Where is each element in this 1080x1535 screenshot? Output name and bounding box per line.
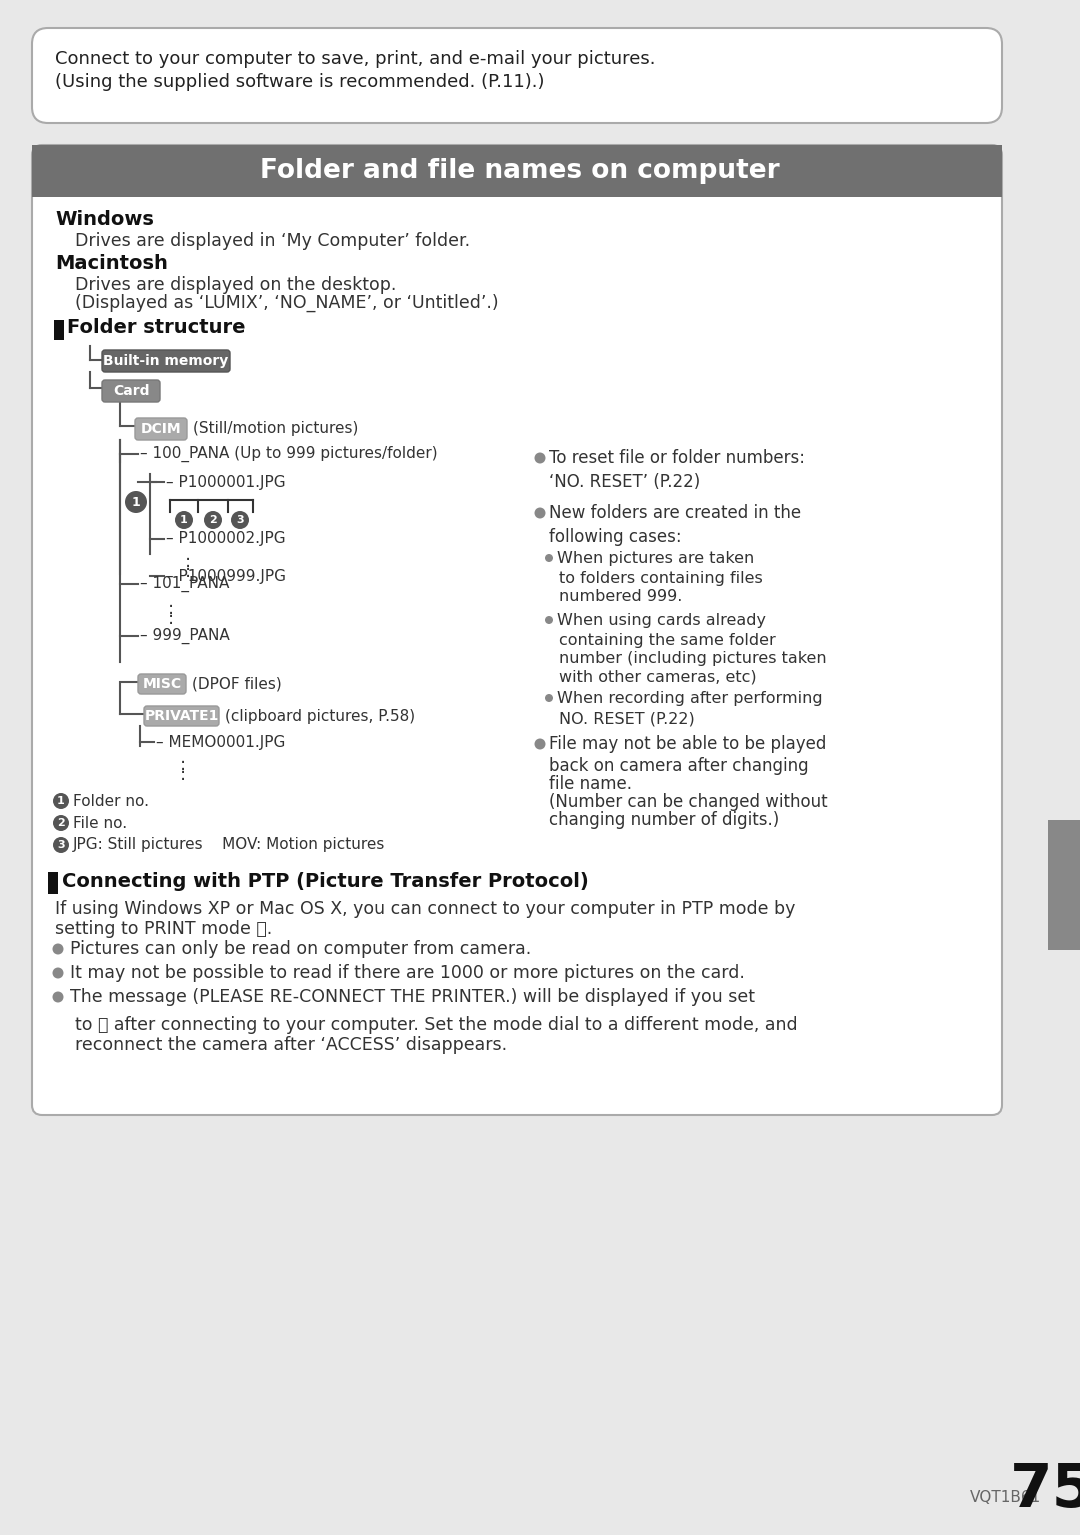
Circle shape xyxy=(53,967,64,978)
Text: Folder no.: Folder no. xyxy=(73,794,149,809)
Text: to folders containing files: to folders containing files xyxy=(559,571,762,586)
Text: File no.: File no. xyxy=(73,815,127,830)
Bar xyxy=(54,319,64,339)
Circle shape xyxy=(545,554,553,562)
Circle shape xyxy=(53,837,69,853)
Text: 75: 75 xyxy=(1010,1460,1080,1520)
Circle shape xyxy=(545,694,553,701)
Text: 3: 3 xyxy=(57,840,65,850)
Text: containing the same folder: containing the same folder xyxy=(559,632,775,648)
Text: JPG: Still pictures    MOV: Motion pictures: JPG: Still pictures MOV: Motion pictures xyxy=(73,838,386,852)
Text: :: : xyxy=(168,600,174,619)
Circle shape xyxy=(53,815,69,830)
FancyBboxPatch shape xyxy=(102,381,160,402)
Circle shape xyxy=(53,992,64,1002)
Text: – 100_PANA (Up to 999 pictures/folder): – 100_PANA (Up to 999 pictures/folder) xyxy=(140,445,437,462)
Circle shape xyxy=(535,738,545,749)
Circle shape xyxy=(125,491,147,513)
Circle shape xyxy=(53,944,64,955)
Text: :: : xyxy=(180,766,186,784)
Text: 3: 3 xyxy=(237,516,244,525)
Text: – P1000999.JPG: – P1000999.JPG xyxy=(166,568,286,583)
Text: 2: 2 xyxy=(210,516,217,525)
Text: DCIM: DCIM xyxy=(140,422,181,436)
Text: (DPOF files): (DPOF files) xyxy=(192,677,282,691)
Text: When recording after performing: When recording after performing xyxy=(557,691,823,706)
Text: Windows: Windows xyxy=(55,210,153,229)
Text: 1: 1 xyxy=(132,496,140,508)
Text: :: : xyxy=(185,553,191,571)
Text: :: : xyxy=(168,609,174,628)
Circle shape xyxy=(535,453,545,464)
Text: – 101_PANA: – 101_PANA xyxy=(140,576,229,593)
FancyBboxPatch shape xyxy=(144,706,219,726)
Text: Pictures can only be read on computer from camera.: Pictures can only be read on computer fr… xyxy=(70,939,531,958)
Text: :: : xyxy=(180,757,186,774)
Text: File may not be able to be played: File may not be able to be played xyxy=(549,735,826,754)
Text: 1: 1 xyxy=(180,516,188,525)
Text: number (including pictures taken: number (including pictures taken xyxy=(559,651,826,666)
Text: file name.: file name. xyxy=(549,775,632,794)
Text: (clipboard pictures, P.58): (clipboard pictures, P.58) xyxy=(225,709,415,723)
Text: Drives are displayed on the desktop.: Drives are displayed on the desktop. xyxy=(75,276,396,295)
Text: Macintosh: Macintosh xyxy=(55,253,167,273)
Circle shape xyxy=(175,511,193,530)
FancyBboxPatch shape xyxy=(135,418,187,441)
Text: PRIVATE1: PRIVATE1 xyxy=(145,709,219,723)
Text: Card: Card xyxy=(112,384,149,398)
FancyBboxPatch shape xyxy=(32,28,1002,123)
Text: with other cameras, etc): with other cameras, etc) xyxy=(559,669,757,685)
Circle shape xyxy=(204,511,222,530)
Text: Connect to your computer to save, print, and e-mail your pictures.: Connect to your computer to save, print,… xyxy=(55,51,656,68)
Text: Folder structure: Folder structure xyxy=(67,318,245,338)
Text: The message (PLEASE RE-CONNECT THE PRINTER.) will be displayed if you set: The message (PLEASE RE-CONNECT THE PRINT… xyxy=(70,989,755,1005)
Text: New folders are created in the: New folders are created in the xyxy=(549,503,801,522)
Bar xyxy=(48,872,58,893)
Text: numbered 999.: numbered 999. xyxy=(559,589,683,603)
Circle shape xyxy=(231,511,249,530)
FancyBboxPatch shape xyxy=(32,144,1002,1114)
FancyBboxPatch shape xyxy=(138,674,186,694)
Circle shape xyxy=(535,508,545,519)
Text: (Using the supplied software is recommended. (P.11).): (Using the supplied software is recommen… xyxy=(55,74,544,91)
Text: 2: 2 xyxy=(57,818,65,827)
Text: (Displayed as ‘LUMIX’, ‘NO_NAME’, or ‘Untitled’.): (Displayed as ‘LUMIX’, ‘NO_NAME’, or ‘Un… xyxy=(75,295,499,312)
Text: – 999_PANA: – 999_PANA xyxy=(140,628,230,645)
Text: to ⎙ after connecting to your computer. Set the mode dial to a different mode, a: to ⎙ after connecting to your computer. … xyxy=(75,1016,798,1035)
Text: Folder and file names on computer: Folder and file names on computer xyxy=(260,158,780,184)
Text: :: : xyxy=(185,563,191,582)
Text: To reset file or folder numbers:: To reset file or folder numbers: xyxy=(549,450,805,467)
Text: (Still/motion pictures): (Still/motion pictures) xyxy=(193,422,359,436)
Bar xyxy=(32,144,1002,196)
Circle shape xyxy=(545,616,553,625)
Text: following cases:: following cases: xyxy=(549,528,681,546)
FancyBboxPatch shape xyxy=(32,144,1002,196)
Text: When pictures are taken: When pictures are taken xyxy=(557,551,754,565)
Bar xyxy=(1048,820,1080,950)
Text: changing number of digits.): changing number of digits.) xyxy=(549,810,780,829)
FancyBboxPatch shape xyxy=(102,350,230,371)
Text: Connecting with PTP (Picture Transfer Protocol): Connecting with PTP (Picture Transfer Pr… xyxy=(62,872,589,890)
Text: MISC: MISC xyxy=(143,677,181,691)
Text: (Number can be changed without: (Number can be changed without xyxy=(549,794,827,810)
Circle shape xyxy=(53,794,69,809)
Text: back on camera after changing: back on camera after changing xyxy=(549,757,809,775)
Text: It may not be possible to read if there are 1000 or more pictures on the card.: It may not be possible to read if there … xyxy=(70,964,745,982)
Text: VQT1B61: VQT1B61 xyxy=(970,1489,1041,1504)
Text: setting to PRINT mode ⎙.: setting to PRINT mode ⎙. xyxy=(55,919,272,938)
Text: 1: 1 xyxy=(57,797,65,806)
Text: reconnect the camera after ‘ACCESS’ disappears.: reconnect the camera after ‘ACCESS’ disa… xyxy=(75,1036,508,1055)
Text: – P1000001.JPG: – P1000001.JPG xyxy=(166,474,285,490)
Text: When using cards already: When using cards already xyxy=(557,612,766,628)
Text: Drives are displayed in ‘My Computer’ folder.: Drives are displayed in ‘My Computer’ fo… xyxy=(75,232,470,250)
Text: – P1000002.JPG: – P1000002.JPG xyxy=(166,531,285,546)
Text: Built-in memory: Built-in memory xyxy=(104,355,229,368)
Text: – MEMO0001.JPG: – MEMO0001.JPG xyxy=(156,735,285,749)
Text: ‘NO. RESET’ (P.22): ‘NO. RESET’ (P.22) xyxy=(549,473,700,491)
Text: NO. RESET (P.22): NO. RESET (P.22) xyxy=(559,711,694,726)
Text: If using Windows XP or Mac OS X, you can connect to your computer in PTP mode by: If using Windows XP or Mac OS X, you can… xyxy=(55,900,795,918)
